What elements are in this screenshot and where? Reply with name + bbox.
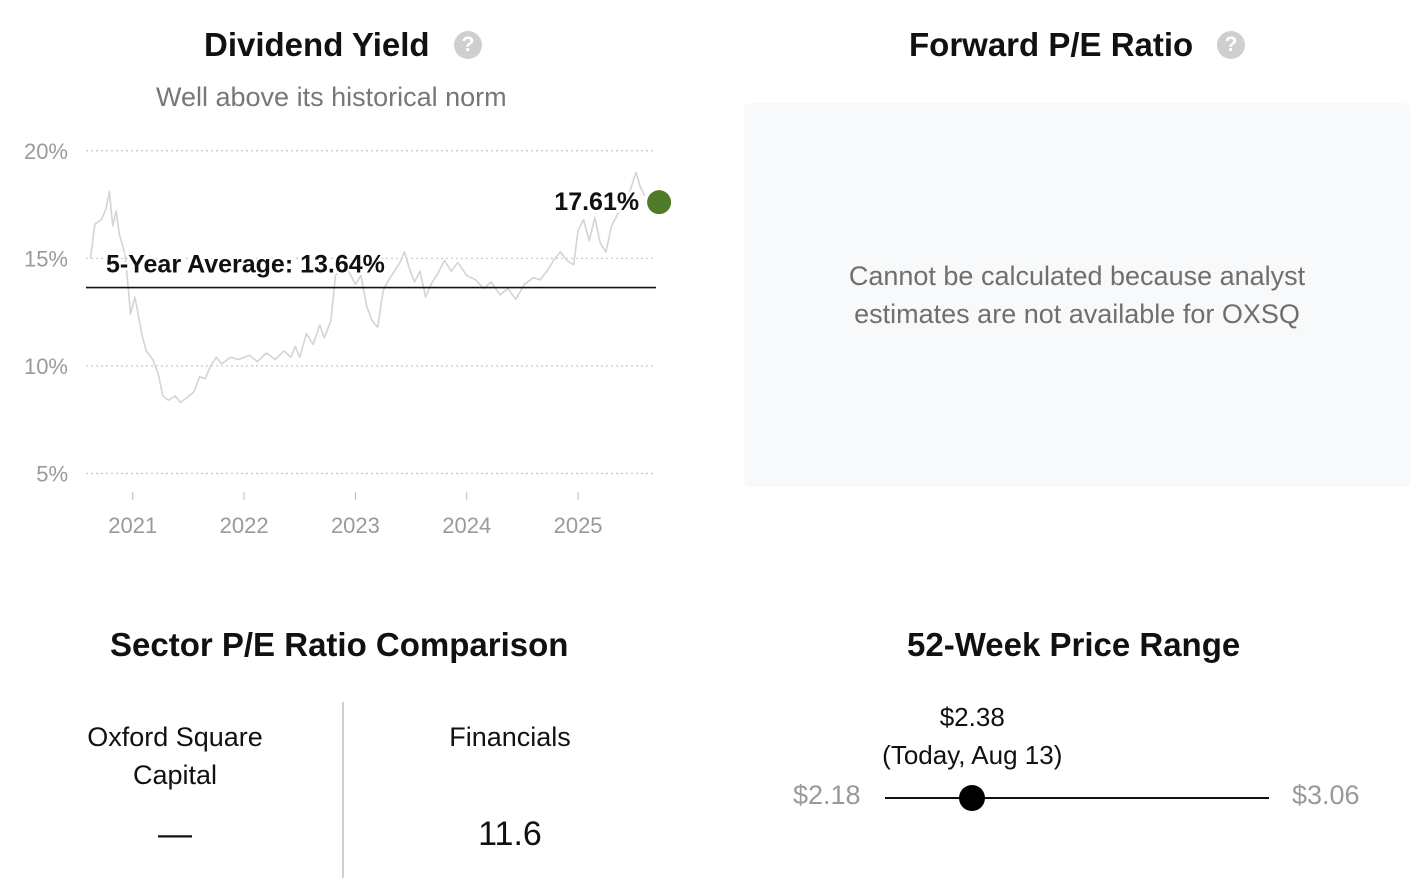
current-price-date: (Today, Aug 13) xyxy=(882,740,1063,770)
company-name-line: Oxford Square xyxy=(87,722,263,752)
dividend-yield-chart: 5% 10% 15% 20% 2021 2022 2023 2024 2025 5-Year … xyxy=(24,140,672,538)
forward-pe-title: Forward P/E Ratio xyxy=(909,26,1194,63)
x-tick-label: 2024 xyxy=(442,513,491,538)
forward-pe-unavailable-message: Cannot be calculated because analyst est… xyxy=(744,257,1410,333)
x-tick-label: 2025 xyxy=(554,513,603,538)
average-label: 5-Year Average: 13.64% xyxy=(106,251,385,279)
question-circle-icon[interactable]: ? xyxy=(1217,31,1245,59)
range-low-label: $2.18 xyxy=(793,780,861,810)
y-tick-label: 10% xyxy=(24,354,68,379)
dividend-yield-subtitle: Well above its historical norm xyxy=(156,82,507,112)
company-name: Oxford Square Capital xyxy=(40,718,310,794)
y-tick-label: 15% xyxy=(24,246,68,271)
y-tick-label: 5% xyxy=(36,461,68,486)
sector-pe-value: 11.6 xyxy=(478,815,542,853)
sector-name: Financials xyxy=(449,722,571,752)
x-tick-label: 2021 xyxy=(108,513,157,538)
current-price-label: $2.38 (Today, Aug 13) xyxy=(852,698,1092,774)
price-range-title: 52-Week Price Range xyxy=(907,626,1241,663)
range-track xyxy=(885,797,1269,799)
y-tick-label: 20% xyxy=(24,140,68,164)
sector-pe-title: Sector P/E Ratio Comparison xyxy=(110,626,569,663)
current-yield-point xyxy=(647,190,672,215)
dividend-yield-title: Dividend Yield xyxy=(204,26,430,63)
message-line: estimates are not available for OXSQ xyxy=(854,299,1300,329)
x-tick-label: 2023 xyxy=(331,513,380,538)
current-yield-label: 17.61% xyxy=(554,188,639,216)
company-name-line: Capital xyxy=(132,760,218,790)
range-high-label: $3.06 xyxy=(1292,780,1360,810)
sector-divider xyxy=(342,702,344,878)
company-pe-value: — xyxy=(158,815,192,853)
current-price-marker xyxy=(959,785,986,811)
forward-pe-unavailable-box: Cannot be calculated because analyst est… xyxy=(744,103,1410,487)
x-tick-label: 2022 xyxy=(220,513,269,538)
yield-history-line xyxy=(89,171,646,404)
question-circle-icon[interactable]: ? xyxy=(454,31,482,59)
message-line: Cannot be calculated because analyst xyxy=(848,261,1306,291)
current-price: $2.38 xyxy=(939,702,1005,732)
